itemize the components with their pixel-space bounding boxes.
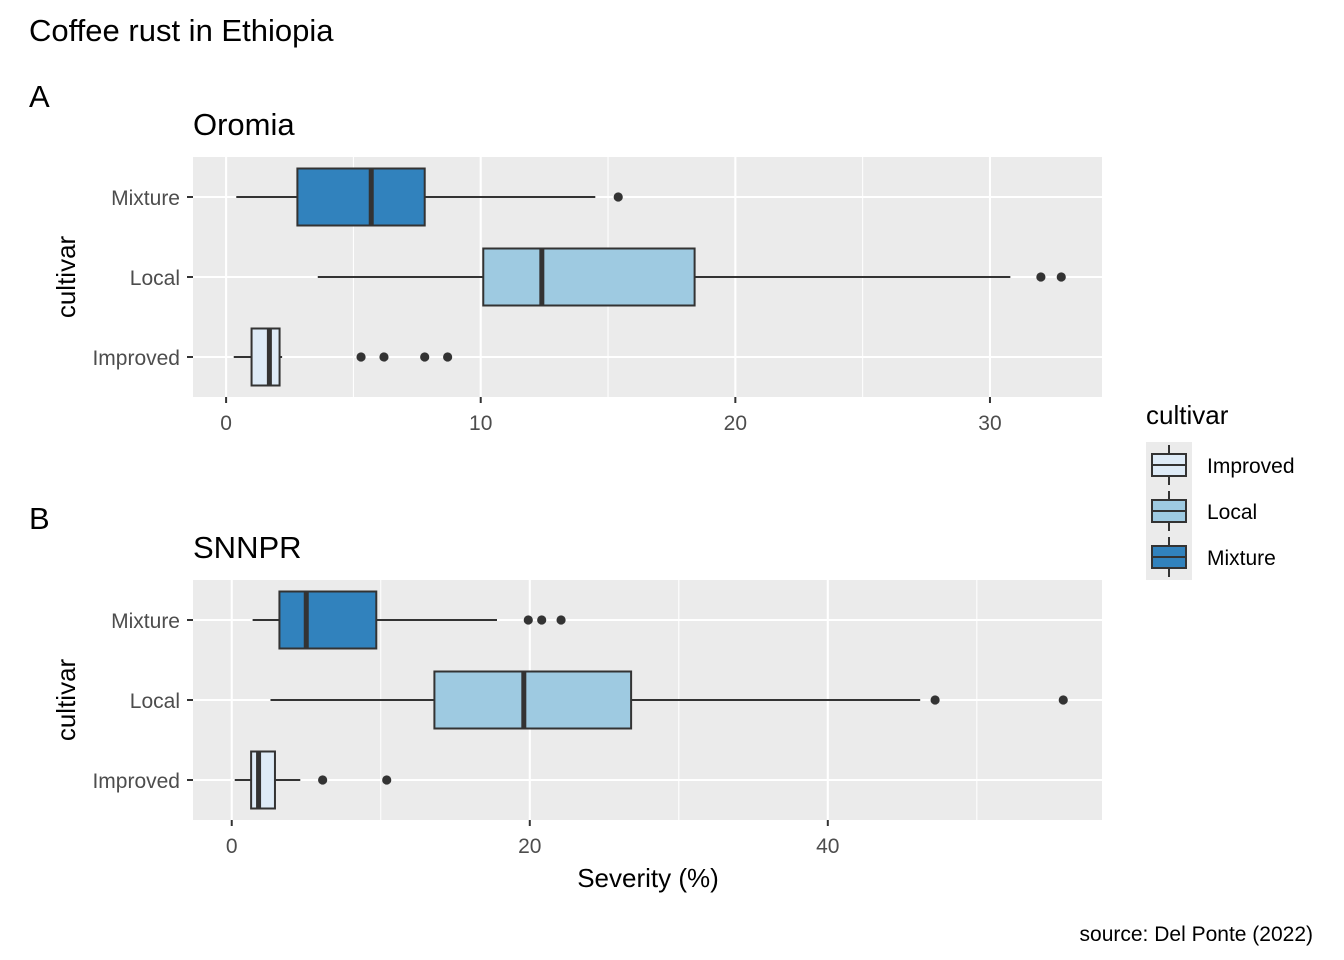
- outlier-point: [556, 615, 566, 625]
- x-tick-label: 40: [816, 835, 839, 858]
- legend-item-label: Improved: [1207, 455, 1295, 478]
- legend-item-label: Mixture: [1207, 547, 1276, 570]
- panel-tag: A: [29, 79, 50, 114]
- outlier-point: [537, 615, 547, 625]
- chart-panels: A Oromia 0 10 20 30 Mixture Local Improved cultiv…: [29, 79, 1102, 858]
- outlier-point: [443, 352, 453, 362]
- caption: source: Del Ponte (2022): [1080, 923, 1313, 946]
- legend-item-local: Local: [1151, 491, 1257, 531]
- y-tick-label: Local: [130, 267, 180, 290]
- panel-b: B SNNPR 0 20 40 Mixture Local Improved cultivar: [29, 501, 1102, 858]
- boxplot-improved: [233, 327, 453, 387]
- panel-tag: B: [29, 501, 50, 536]
- boxplot-local: [317, 247, 1066, 307]
- box-iqr: [433, 670, 633, 730]
- x-tick-label: 0: [226, 835, 238, 858]
- outlier-point: [1056, 272, 1066, 282]
- box-iqr: [250, 327, 281, 387]
- outlier-point: [613, 192, 623, 202]
- y-tick-label: Improved: [92, 347, 180, 370]
- panel-title: SNNPR: [193, 530, 302, 565]
- x-tick-label: 20: [518, 835, 541, 858]
- legend: cultivar Improved Local Mixture: [1146, 400, 1295, 580]
- outlier-point: [420, 352, 430, 362]
- box-iqr: [482, 247, 696, 307]
- outlier-point: [318, 775, 328, 785]
- panel-title: Oromia: [193, 107, 295, 142]
- legend-title: cultivar: [1146, 400, 1229, 430]
- boxplot-mixture: [236, 167, 623, 227]
- boxplot-improved: [234, 750, 392, 810]
- outlier-point: [356, 352, 366, 362]
- boxplot-mixture: [252, 590, 566, 650]
- box-iqr: [278, 590, 378, 650]
- x-tick-label: 0: [220, 412, 232, 435]
- x-tick-label: 20: [724, 412, 747, 435]
- outlier-point: [1058, 695, 1068, 705]
- y-tick-label: Local: [130, 690, 180, 713]
- y-tick-label: Improved: [92, 770, 180, 793]
- y-axis-label: cultivar: [51, 235, 81, 318]
- panel-a: A Oromia 0 10 20 30 Mixture Local Improved cultiv…: [29, 79, 1102, 435]
- outlier-point: [1036, 272, 1046, 282]
- outlier-point: [382, 775, 392, 785]
- boxplot-local: [270, 670, 1068, 730]
- outlier-point: [379, 352, 389, 362]
- figure-title: Coffee rust in Ethiopia: [29, 13, 334, 48]
- y-axis-label: cultivar: [51, 658, 81, 741]
- outlier-point: [930, 695, 940, 705]
- outlier-point: [523, 615, 533, 625]
- x-tick-label: 10: [469, 412, 492, 435]
- box-iqr: [296, 167, 426, 227]
- legend-item-mixture: Mixture: [1151, 537, 1276, 577]
- y-tick-label: Mixture: [111, 187, 180, 210]
- y-tick-label: Mixture: [111, 610, 180, 633]
- box-iqr: [250, 750, 276, 810]
- x-axis-label: Severity (%): [577, 863, 719, 893]
- legend-item-label: Local: [1207, 501, 1257, 524]
- legend-item-improved: Improved: [1151, 445, 1295, 485]
- x-tick-label: 30: [978, 412, 1001, 435]
